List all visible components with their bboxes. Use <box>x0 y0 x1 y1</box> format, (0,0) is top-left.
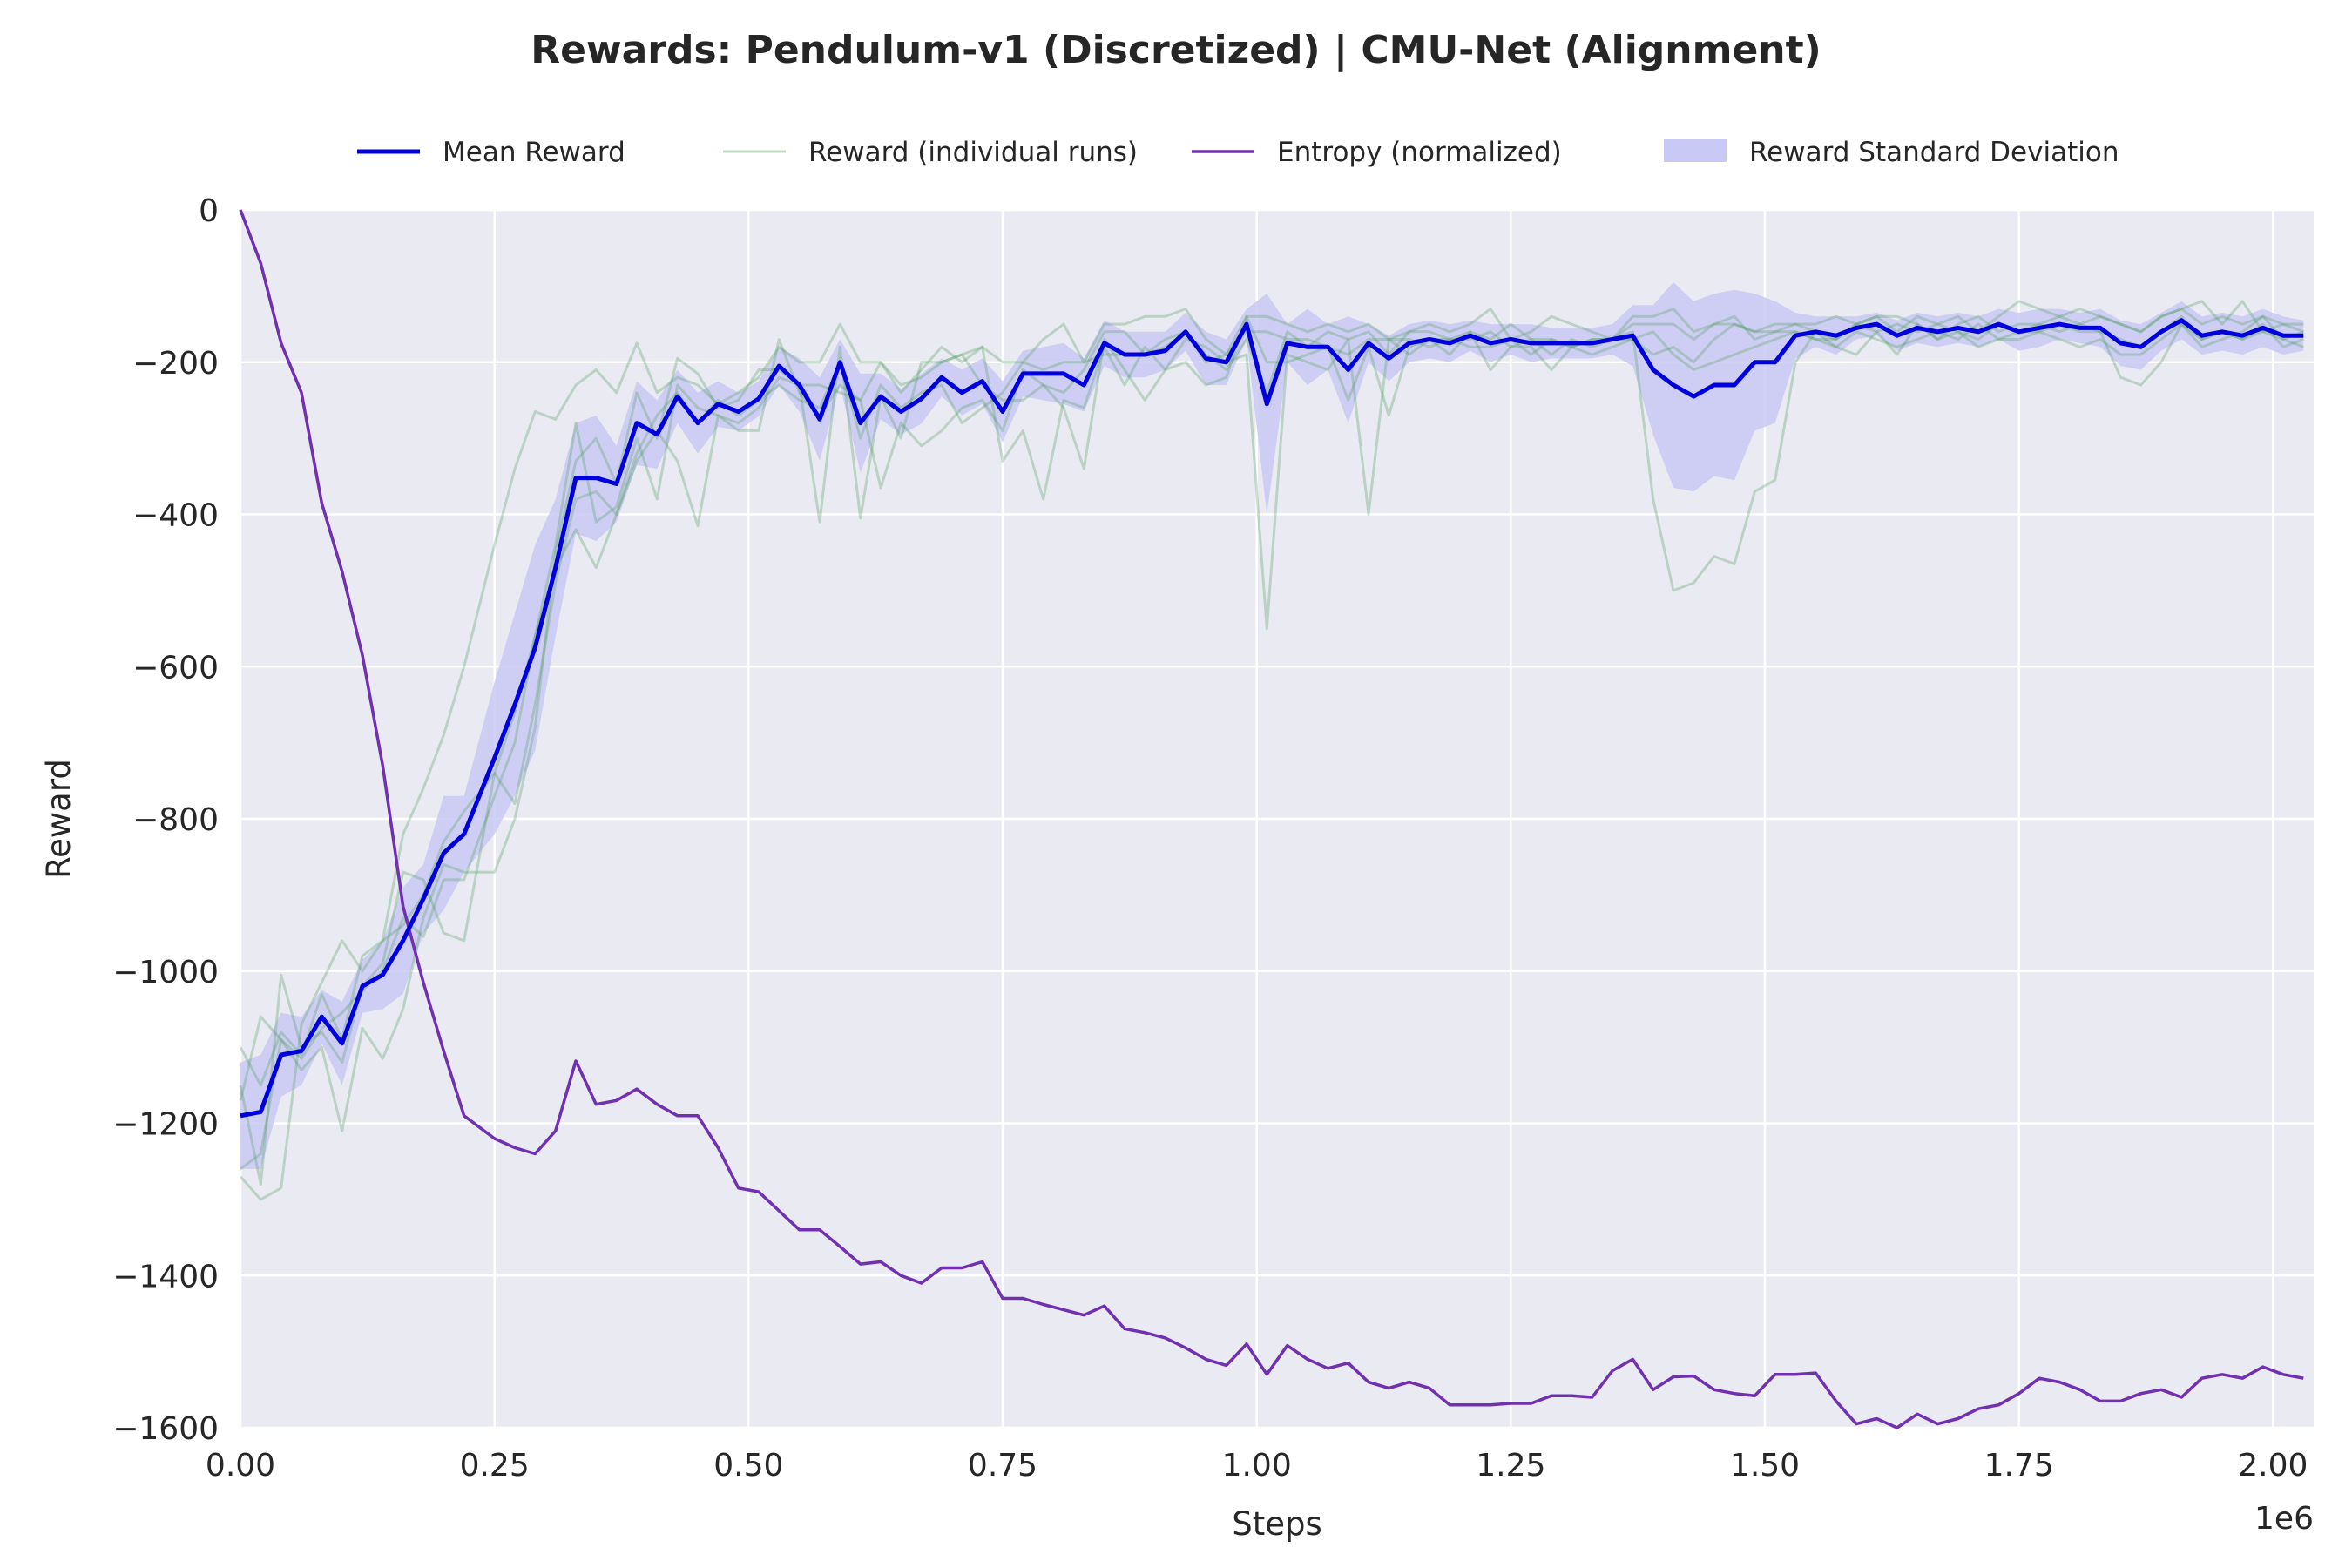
runs-group <box>239 300 2304 1201</box>
legend: Mean Reward Reward (individual runs) Entro… <box>357 137 2119 168</box>
entropy-line <box>239 209 2304 1429</box>
entropy-group <box>239 209 2304 1429</box>
x-tick-label: 0.00 <box>206 1448 275 1484</box>
x-axis-label: Steps <box>1232 1505 1322 1543</box>
mean-group <box>240 318 2304 1119</box>
run-line-3 <box>239 314 2304 1186</box>
legend-item-4: Reward Standard Deviation <box>1664 137 2119 168</box>
run-line-1 <box>239 300 2304 1201</box>
chart-title: Rewards: Pendulum-v1 (Discretized) | CMU… <box>531 28 1821 72</box>
y-tick-label: −600 <box>132 650 219 686</box>
x-tick-label: 1.00 <box>1222 1448 1292 1484</box>
x-ticks: 0.00 0.25 0.50 0.75 1.00 1.25 1.50 1.75 2.00 <box>206 1448 2308 1484</box>
legend-item-1: Mean Reward <box>357 137 625 168</box>
y-tick-label: −1000 <box>112 955 219 990</box>
y-tick-label: −800 <box>132 802 219 838</box>
mean-reward-line <box>240 318 2304 1119</box>
legend-label: Reward Standard Deviation <box>1749 137 2119 168</box>
x-tick-label: 1.75 <box>1984 1448 2054 1484</box>
legend-label: Entropy (normalized) <box>1277 137 1562 168</box>
legend-label: Reward (individual runs) <box>808 137 1138 168</box>
y-axis-label: Reward <box>40 759 78 879</box>
x-tick-label: 0.25 <box>460 1448 530 1484</box>
x-tick-label: 0.75 <box>968 1448 1037 1484</box>
y-tick-label: −1200 <box>112 1107 219 1143</box>
legend-item-3: Entropy (normalized) <box>1192 137 1562 168</box>
x-tick-label: 0.50 <box>713 1448 783 1484</box>
x-offset-label: 1e6 <box>2254 1501 2314 1537</box>
y-tick-label: −400 <box>132 498 219 534</box>
x-tick-label: 1.50 <box>1730 1448 1800 1484</box>
legend-label: Mean Reward <box>443 137 625 168</box>
y-tick-label: −1400 <box>112 1259 219 1294</box>
x-tick-label: 1.25 <box>1476 1448 1545 1484</box>
y-ticks: 0 −200 −400 −600 −800 −1000 −1200 −1400 −1600 <box>112 193 219 1447</box>
run-line-5 <box>240 308 2304 1171</box>
y-tick-label: 0 <box>199 193 219 229</box>
std-band-group <box>240 282 2304 1169</box>
y-tick-label: −200 <box>132 346 219 382</box>
std-band <box>240 282 2304 1169</box>
y-tick-label: −1600 <box>112 1411 219 1447</box>
x-tick-label: 2.00 <box>2238 1448 2308 1484</box>
legend-swatch <box>1664 139 1727 162</box>
run-line-2 <box>239 314 2304 1132</box>
legend-item-2: Reward (individual runs) <box>723 137 1138 168</box>
run-line-4 <box>239 322 2304 1087</box>
